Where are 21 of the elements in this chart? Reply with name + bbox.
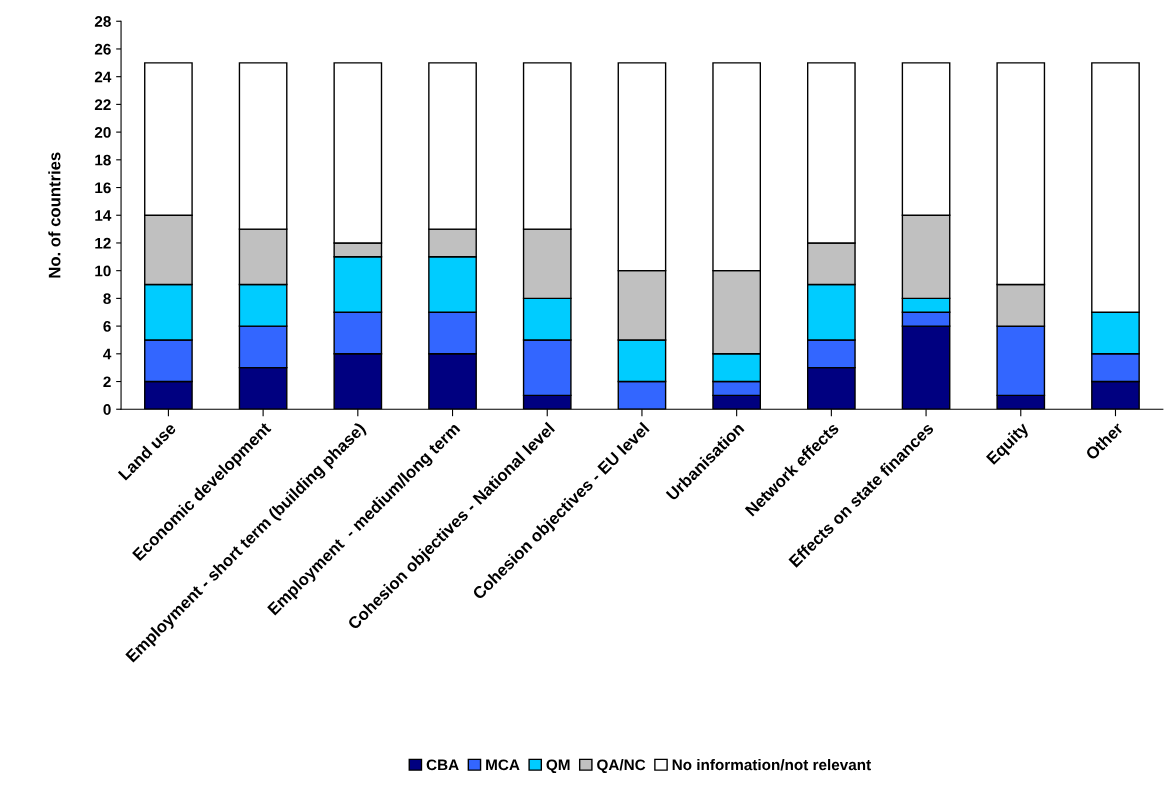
y-tick-label: 14 bbox=[95, 210, 112, 221]
legend-label: QA/NC bbox=[597, 759, 646, 774]
y-tick-label: 12 bbox=[95, 237, 111, 249]
y-tick-label: 28 bbox=[94, 16, 111, 27]
y-tick-label: 0 bbox=[103, 404, 111, 415]
legend-label: QM bbox=[546, 759, 570, 774]
legend-label: CBA bbox=[426, 759, 459, 771]
y-tick-label: 26 bbox=[94, 43, 111, 55]
y-tick-label: 22 bbox=[94, 99, 111, 110]
y-tick-label: 10 bbox=[95, 265, 111, 277]
y-tick-label: 20 bbox=[94, 126, 111, 138]
y-tick-label: 24 bbox=[94, 71, 112, 83]
y-tick-label: 18 bbox=[95, 154, 111, 166]
y-tick-label: 6 bbox=[103, 320, 111, 332]
y-tick-label: 2 bbox=[103, 376, 111, 388]
y-tick-label: 4 bbox=[103, 348, 112, 360]
y-tick-label: 16 bbox=[95, 182, 111, 194]
legend-label: MCA bbox=[486, 759, 520, 771]
y-axis-title: No. of countries bbox=[48, 152, 61, 278]
y-tick-label: 8 bbox=[103, 293, 111, 305]
legend-label: No information/not relevant bbox=[672, 759, 871, 771]
